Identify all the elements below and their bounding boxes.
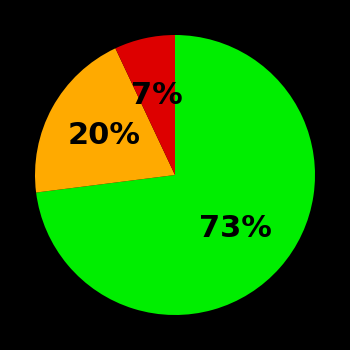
Text: 7%: 7%	[131, 81, 183, 110]
Wedge shape	[35, 48, 175, 193]
Text: 20%: 20%	[67, 121, 140, 150]
Wedge shape	[116, 35, 175, 175]
Wedge shape	[36, 35, 315, 315]
Text: 73%: 73%	[199, 214, 272, 243]
